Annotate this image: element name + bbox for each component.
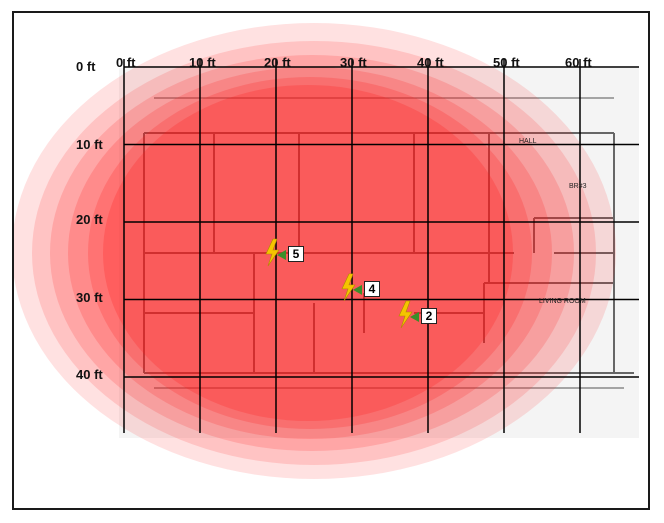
access-point-badge-5: 5 bbox=[288, 246, 304, 262]
x-tick-30: 30 ft bbox=[340, 55, 367, 70]
heatmap-frame: LIVING ROOM BR#3 HALL 0 ft 10 ft 20 ft 30 … bbox=[12, 11, 650, 510]
y-tick-20: 20 ft bbox=[76, 212, 103, 227]
lightning-icon bbox=[341, 273, 356, 302]
ap-arrow-icon bbox=[277, 250, 286, 260]
x-tick-0: 0 ft bbox=[116, 55, 136, 70]
lightning-icon bbox=[398, 300, 413, 329]
coverage-zone bbox=[50, 55, 574, 451]
room-label: LIVING ROOM bbox=[539, 298, 586, 305]
room-label: BR#3 bbox=[569, 183, 587, 190]
x-tick-20: 20 ft bbox=[264, 55, 291, 70]
coverage-zone bbox=[68, 67, 552, 439]
y-tick-0: 0 ft bbox=[76, 59, 96, 74]
coverage-zone bbox=[103, 85, 513, 421]
coverage-heatmap: LIVING ROOM BR#3 HALL bbox=[14, 23, 639, 479]
ap-arrow-icon bbox=[353, 284, 362, 295]
coverage-zone bbox=[14, 23, 616, 479]
room-label: HALL bbox=[519, 138, 537, 145]
y-tick-30: 30 ft bbox=[76, 290, 103, 305]
x-tick-50: 50 ft bbox=[493, 55, 520, 70]
access-point-badge-2: 2 bbox=[421, 308, 437, 324]
x-tick-60: 60 ft bbox=[565, 55, 592, 70]
coverage-zone bbox=[88, 77, 532, 429]
access-point-badge-4: 4 bbox=[364, 280, 380, 297]
y-tick-40: 40 ft bbox=[76, 367, 103, 382]
ap-arrow-icon bbox=[410, 312, 419, 322]
x-tick-40: 40 ft bbox=[417, 55, 444, 70]
x-tick-10: 10 ft bbox=[189, 55, 216, 70]
coverage-zone bbox=[32, 41, 596, 465]
lightning-icon bbox=[265, 238, 280, 267]
y-tick-10: 10 ft bbox=[76, 137, 103, 152]
